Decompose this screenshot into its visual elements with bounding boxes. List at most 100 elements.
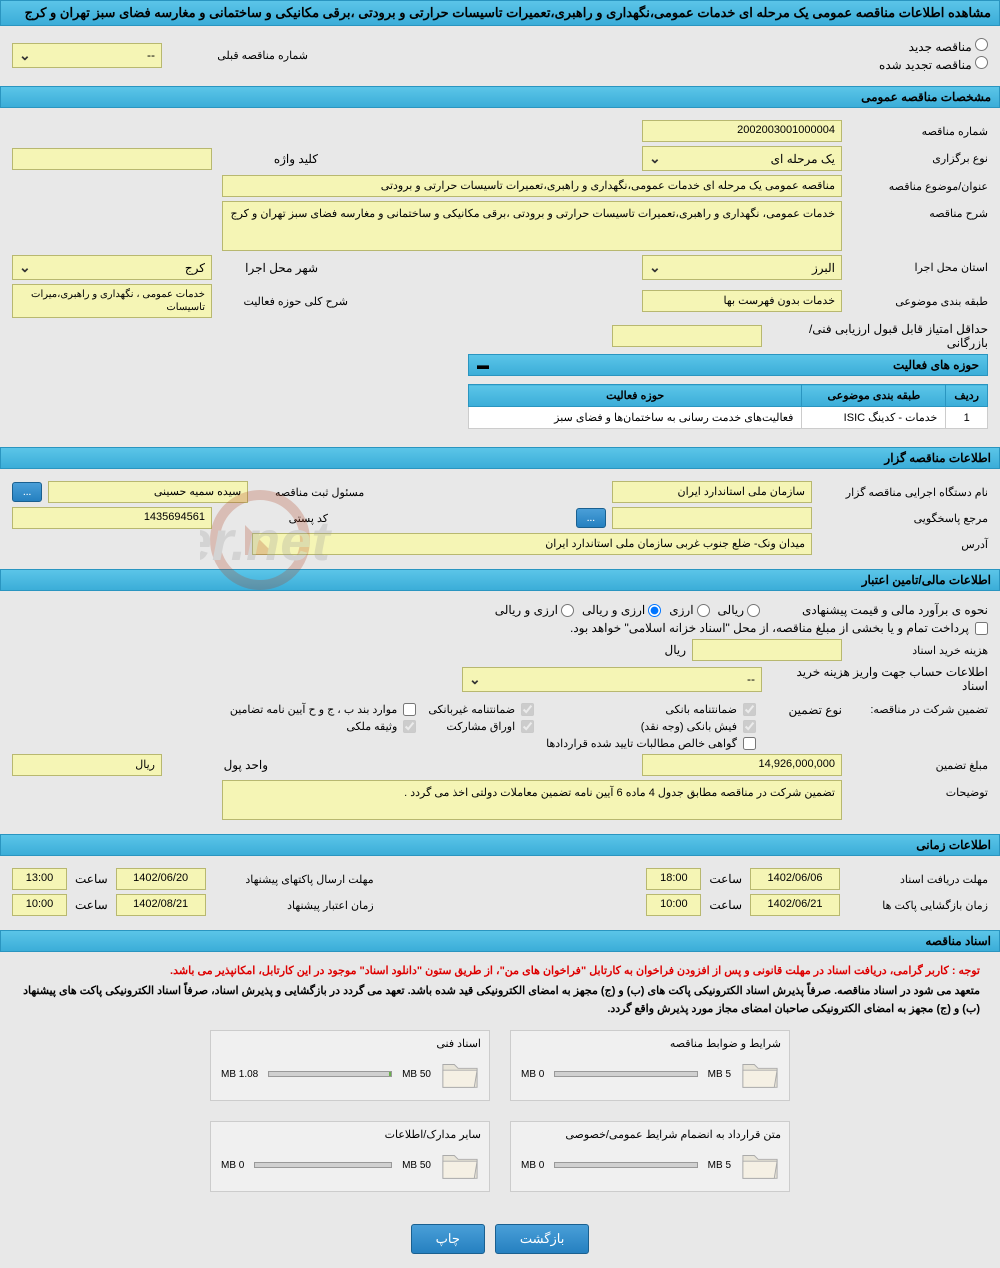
cb-bonds	[521, 720, 534, 733]
org-label: نام دستگاه اجرایی مناقصه گزار	[818, 486, 988, 499]
description-label: شرح مناقصه	[848, 201, 988, 220]
folder-total: 50 MB	[402, 1160, 431, 1171]
folder-used: 0 MB	[221, 1160, 244, 1171]
receive-deadline-label: مهلت دریافت اسناد	[848, 873, 988, 886]
notes-field: تضمین شرکت در مناقصه مطابق جدول 4 ماده 6…	[222, 780, 842, 820]
category-label: طبقه بندی موضوعی	[848, 295, 988, 308]
treasury-checkbox[interactable]	[975, 622, 988, 635]
document-folder[interactable]: شرایط و ضوابط مناقصه 5 MB 0 MB	[510, 1030, 790, 1101]
cb-property	[403, 720, 416, 733]
back-button[interactable]: بازگشت	[495, 1224, 589, 1254]
province-label: استان محل اجرا	[848, 261, 988, 274]
document-folder[interactable]: متن قرارداد به انضمام شرایط عمومی/خصوصی …	[510, 1121, 790, 1192]
cb-cert[interactable]	[743, 737, 756, 750]
responder-field	[612, 507, 812, 529]
keyword-field[interactable]	[12, 148, 212, 170]
folder-icon	[741, 1058, 779, 1090]
section-general-header: مشخصات مناقصه عمومی	[0, 86, 1000, 108]
province-dropdown[interactable]: البرز	[642, 255, 842, 280]
folder-icon	[441, 1058, 479, 1090]
collapse-icon[interactable]: ▬	[477, 358, 489, 372]
postal-field: 1435694561	[12, 507, 212, 529]
notice-black: متعهد می شود در اسناد مناقصه. صرفاً پذیر…	[12, 981, 988, 1020]
amount-label: مبلغ تضمین	[848, 759, 988, 772]
responder-label: مرجع پاسخگویی	[818, 512, 988, 525]
title-label: عنوان/موضوع مناقصه	[848, 180, 988, 193]
min-score-field[interactable]	[612, 325, 762, 347]
amount-field: 14,926,000,000	[642, 754, 842, 776]
folder-used: 0 MB	[521, 1160, 544, 1171]
radio-both[interactable]	[648, 604, 661, 617]
folder-used: 0 MB	[521, 1069, 544, 1080]
time-label-4: ساعت	[75, 898, 108, 912]
folder-title: شرایط و ضوابط مناقصه	[515, 1035, 785, 1052]
responder-more-button[interactable]: ...	[576, 508, 606, 528]
registrar-more-button[interactable]: ...	[12, 482, 42, 502]
title-field: مناقصه عمومی یک مرحله ای خدمات عمومی،نگه…	[222, 175, 842, 197]
category-field: خدمات بدون فهرست بها	[642, 290, 842, 312]
folder-title: سایر مدارک/اطلاعات	[215, 1126, 485, 1143]
time-label-2: ساعت	[75, 872, 108, 886]
folder-icon	[741, 1149, 779, 1181]
col-row: ردیف	[946, 385, 988, 407]
folder-size-bar	[268, 1071, 392, 1077]
folder-total: 5 MB	[708, 1160, 731, 1171]
radio-rial[interactable]	[747, 604, 760, 617]
opening-time: 10:00	[646, 894, 701, 916]
radio-new-label: مناقصه جدید	[909, 40, 972, 54]
section-holder-header: اطلاعات مناقصه گزار	[0, 447, 1000, 469]
folder-total: 50 MB	[402, 1069, 431, 1080]
org-field: سازمان ملی استاندارد ایران	[612, 481, 812, 503]
estimate-label: نحوه ی برآورد مالی و قیمت پیشنهادی	[768, 603, 988, 617]
section-documents-header: اسناد مناقصه	[0, 930, 1000, 952]
postal-label: کد پستی	[218, 512, 328, 525]
unit-field: ریال	[12, 754, 162, 776]
time-label-1: ساعت	[709, 872, 742, 886]
table-row: 1خدمات - کدینگ ISICفعالیت‌های خدمت رسانی…	[469, 407, 988, 429]
submit-deadline-label: مهلت ارسال پاکتهای پیشنهاد	[214, 873, 374, 886]
validity-date: 1402/08/21	[116, 894, 206, 916]
radio-renewed-tender[interactable]	[975, 56, 988, 69]
activities-header: حوزه های فعالیت ▬	[468, 354, 988, 376]
address-label: آدرس	[818, 538, 988, 551]
print-button[interactable]: چاپ	[411, 1224, 485, 1254]
tender-number-label: شماره مناقصه	[848, 125, 988, 138]
description-field: خدمات عمومی، نگهداری و راهبری،تعمیرات تا…	[222, 201, 842, 251]
activity-scope-field: خدمات عمومی ، نگهداری و راهبری،میرات تاس…	[12, 284, 212, 318]
account-info-label: اطلاعات حساب جهت واريز هزینه خرید اسناد	[768, 665, 988, 693]
notes-label: توضیحات	[848, 780, 988, 799]
receive-time: 18:00	[646, 868, 701, 890]
cb-nonbank	[521, 703, 534, 716]
receive-date: 1402/06/06	[750, 868, 840, 890]
document-folder[interactable]: اسناد فنی 50 MB 1.08 MB	[210, 1030, 490, 1101]
page-title: مشاهده اطلاعات مناقصه عمومی یک مرحله ای …	[0, 0, 1000, 26]
activities-table: ردیف طبقه بندی موضوعی حوزه فعالیت 1خدمات…	[468, 384, 988, 429]
folder-icon	[441, 1149, 479, 1181]
validity-time: 10:00	[12, 894, 67, 916]
submit-date: 1402/06/20	[116, 868, 206, 890]
doc-fee-field[interactable]	[692, 639, 842, 661]
radio-foreign[interactable]	[697, 604, 710, 617]
keyword-label: کلید واژه	[218, 152, 318, 166]
document-folder[interactable]: سایر مدارک/اطلاعات 50 MB 0 MB	[210, 1121, 490, 1192]
cb-cash	[743, 720, 756, 733]
status-radio-section: مناقصه جدید مناقصه تجدید شده شماره مناقص…	[0, 26, 1000, 84]
cb-cases[interactable]	[403, 703, 416, 716]
prev-number-label: شماره مناقصه قبلی	[168, 49, 308, 62]
city-label: شهر محل اجرا	[218, 261, 318, 275]
submit-time: 13:00	[12, 868, 67, 890]
prev-number-dropdown[interactable]: --	[12, 43, 162, 68]
folder-title: اسناد فنی	[215, 1035, 485, 1052]
holding-type-label: نوع برگزاری	[848, 152, 988, 165]
radio-both2[interactable]	[561, 604, 574, 617]
doc-fee-label: هزینه خرید اسناد	[848, 644, 988, 657]
opening-label: زمان بازگشایی پاکت ها	[848, 899, 988, 912]
holding-type-dropdown[interactable]: یک مرحله ای	[642, 146, 842, 171]
guarantee-label: تضمین شرکت در مناقصه:	[848, 703, 988, 716]
opening-date: 1402/06/21	[750, 894, 840, 916]
notice-red: توجه : کاربر گرامی، دریافت اسناد در مهلت…	[12, 960, 988, 981]
radio-new-tender[interactable]	[975, 38, 988, 51]
account-info-dropdown[interactable]: --	[462, 667, 762, 692]
city-dropdown[interactable]: کرج	[12, 255, 212, 280]
registrar-field: سیده سمیه حسینی	[48, 481, 248, 503]
